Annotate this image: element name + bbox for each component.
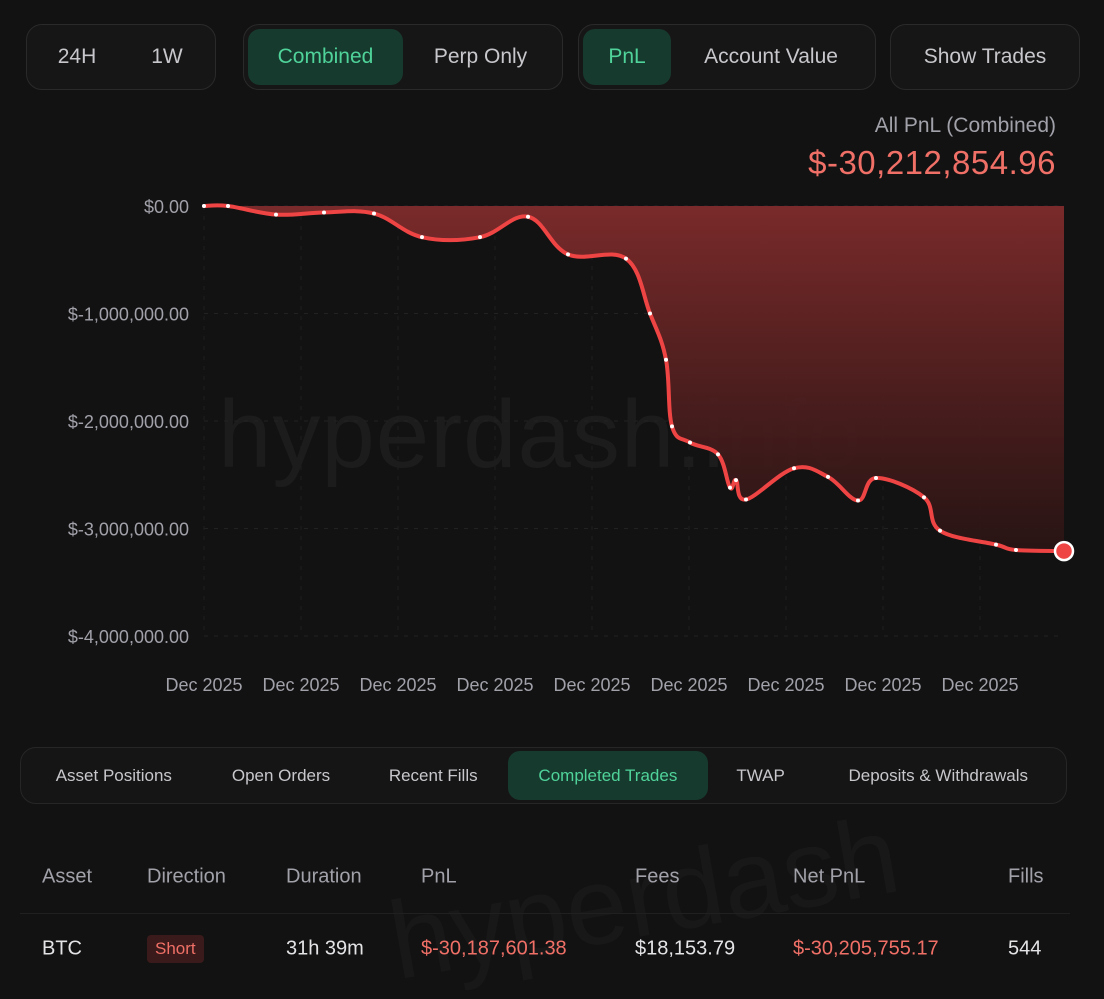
tab-completed-trades[interactable]: Completed Trades	[508, 751, 708, 800]
data-point	[202, 204, 206, 208]
data-point	[420, 235, 424, 240]
data-point	[1014, 548, 1018, 552]
header-net-pnl[interactable]: Net PnL	[793, 865, 866, 887]
cell-fees: $18,153.79	[635, 937, 736, 960]
y-tick-label: $0.00	[144, 197, 189, 217]
data-point	[792, 466, 796, 471]
tab-open-orders[interactable]: Open Orders	[231, 765, 331, 785]
account-value-button[interactable]: Account Value	[704, 45, 838, 68]
range-1w-button[interactable]: 1W	[151, 45, 183, 68]
data-point	[826, 474, 830, 479]
header-direction[interactable]: Direction	[147, 865, 226, 887]
direction-badge: Short	[147, 935, 204, 963]
data-point	[372, 211, 376, 216]
data-point	[322, 210, 326, 215]
y-tick-label: $-1,000,000.00	[68, 305, 189, 325]
pnl-endpoint	[1053, 540, 1075, 562]
metric-selector: PnL Account Value	[578, 24, 876, 90]
header-asset[interactable]: Asset	[42, 865, 93, 887]
table-header-row: Asset Direction Duration PnL Fees Net Pn…	[20, 840, 1070, 914]
data-point	[728, 485, 732, 490]
y-axis-ticks: $0.00 $-1,000,000.00 $-2,000,000.00 $-3,000…	[68, 197, 189, 647]
data-point	[226, 204, 230, 208]
range-selector: 24H 1W	[26, 24, 216, 90]
cell-pnl: $-30,187,601.38	[421, 937, 567, 960]
x-tick-label: Dec 2025	[165, 675, 242, 695]
data-point	[274, 212, 278, 217]
y-tick-label: $-3,000,000.00	[68, 520, 189, 540]
table-row[interactable]: BTC Short 31h 39m $-30,187,601.38 $18,15…	[20, 914, 1070, 984]
completed-trades-table: Asset Direction Duration PnL Fees Net Pn…	[20, 840, 1070, 984]
x-tick-label: Dec 2025	[262, 675, 339, 695]
x-tick-label: Dec 2025	[844, 675, 921, 695]
data-point	[526, 214, 530, 219]
x-tick-label: Dec 2025	[747, 675, 824, 695]
header-fees[interactable]: Fees	[635, 865, 680, 887]
data-point	[994, 542, 998, 547]
cell-duration: 31h 39m	[286, 937, 364, 960]
pnl-points	[202, 204, 1018, 552]
data-point	[648, 311, 652, 316]
x-tick-label: Dec 2025	[456, 675, 533, 695]
data-point	[716, 452, 720, 457]
pnl-button[interactable]: PnL	[583, 29, 671, 85]
data-point	[856, 498, 860, 503]
tab-deposits-withdrawals[interactable]: Deposits & Withdrawals	[848, 765, 1028, 785]
x-tick-label: Dec 2025	[553, 675, 630, 695]
data-point	[874, 475, 878, 480]
perp-only-button[interactable]: Perp Only	[433, 45, 528, 68]
data-point	[688, 440, 692, 445]
data-point	[734, 478, 738, 483]
header-duration[interactable]: Duration	[286, 865, 362, 887]
summary-label: All PnL (Combined)	[874, 114, 1056, 137]
range-24h-button[interactable]: 24H	[57, 45, 97, 68]
data-point	[744, 497, 748, 502]
data-point	[624, 256, 628, 261]
show-trades-button[interactable]: Show Trades	[923, 45, 1047, 68]
y-tick-label: $-4,000,000.00	[68, 627, 189, 647]
data-point	[670, 424, 674, 429]
pnl-area	[204, 205, 1064, 552]
cell-asset: BTC	[42, 937, 82, 960]
x-tick-label: Dec 2025	[650, 675, 727, 695]
tab-bar: Asset Positions Open Orders Recent Fills…	[20, 747, 1067, 804]
cell-fills: 544	[1008, 937, 1042, 960]
combined-button[interactable]: Combined	[248, 29, 403, 85]
tab-twap[interactable]: TWAP	[736, 765, 785, 785]
x-axis-ticks: Dec 2025 Dec 2025 Dec 2025 Dec 2025 Dec 2025…	[165, 675, 1018, 695]
pnl-chart[interactable]: $0.00 $-1,000,000.00 $-2,000,000.00 $-3,000…	[0, 180, 1104, 710]
x-tick-label: Dec 2025	[941, 675, 1018, 695]
header-pnl[interactable]: PnL	[421, 865, 457, 887]
summary-value: $-30,212,854.96	[808, 144, 1056, 181]
y-tick-label: $-2,000,000.00	[68, 412, 189, 432]
show-trades-group: Show Trades	[890, 24, 1080, 90]
data-point	[566, 252, 570, 257]
mode-selector: Combined Perp Only	[243, 24, 563, 90]
tab-recent-fills[interactable]: Recent Fills	[388, 765, 478, 785]
data-point	[922, 495, 926, 500]
header-fills[interactable]: Fills	[1008, 865, 1044, 887]
data-point	[938, 528, 942, 533]
cell-net-pnl: $-30,205,755.17	[793, 937, 939, 960]
data-point	[478, 235, 482, 240]
tab-asset-positions[interactable]: Asset Positions	[55, 765, 172, 785]
x-tick-label: Dec 2025	[359, 675, 436, 695]
data-point	[664, 357, 668, 362]
